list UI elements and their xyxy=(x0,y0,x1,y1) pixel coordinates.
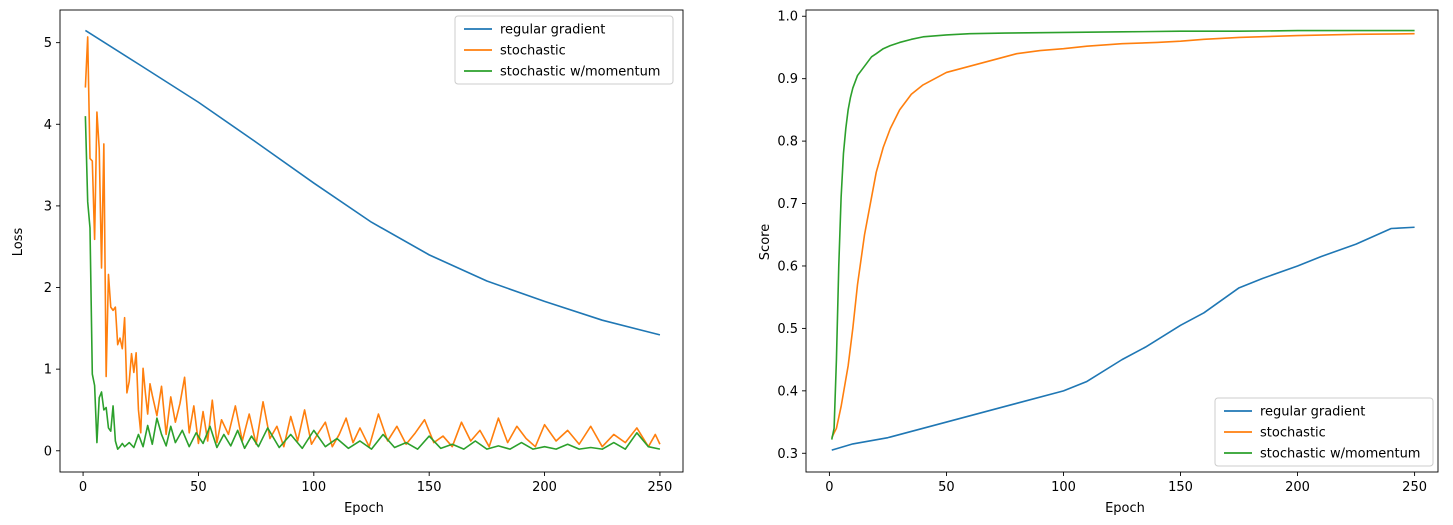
score-x-axis-label: Epoch xyxy=(1105,501,1145,516)
score-x-tick-label: 150 xyxy=(1168,480,1193,495)
score-y-axis-label: Score xyxy=(758,224,773,260)
loss-y-tick-label: 4 xyxy=(44,118,52,133)
score-legend-label: stochastic w/momentum xyxy=(1260,447,1420,462)
score-x-tick-label: 100 xyxy=(1051,480,1076,495)
score-series-line-stochastic xyxy=(831,32,1415,439)
loss-series-line-stochastic-w-momentum xyxy=(84,116,661,450)
loss-x-axis-label: Epoch xyxy=(344,501,384,516)
score-x-tick-label: 200 xyxy=(1285,480,1310,495)
loss-legend-label: stochastic w/momentum xyxy=(500,65,660,80)
score-x-tick-label: 250 xyxy=(1402,480,1427,495)
loss-series-line-stochastic xyxy=(84,36,661,448)
loss-x-tick-label: 0 xyxy=(79,480,87,495)
score-legend-box xyxy=(1214,397,1434,467)
score-x-tick-label: 0 xyxy=(825,480,833,495)
score-y-tick-label: 0.5 xyxy=(777,322,798,337)
loss-y-tick-label: 5 xyxy=(44,36,52,51)
loss-legend-label: stochastic xyxy=(500,44,566,59)
loss-x-tick-label: 200 xyxy=(532,480,557,495)
score-plot-frame xyxy=(805,9,1439,473)
loss-x-tick-label: 250 xyxy=(648,480,673,495)
loss-x-tick-label: 150 xyxy=(417,480,442,495)
score-y-tick-label: 0.6 xyxy=(777,259,798,274)
score-y-tick-label: 0.3 xyxy=(777,447,798,462)
loss-chart: Epoch Loss 0 50 100 150 200 250 0 1 2 3 4 5 regular … xyxy=(11,9,684,516)
score-y-tick-label: 0.9 xyxy=(777,72,798,87)
score-legend-label: regular gradient xyxy=(1260,405,1365,420)
score-legend-label: stochastic xyxy=(1260,426,1326,441)
loss-series-line-regular-gradient xyxy=(84,29,661,336)
loss-x-tick-label: 100 xyxy=(301,480,326,495)
loss-x-tick-label: 50 xyxy=(190,480,207,495)
loss-plot-frame xyxy=(59,9,684,473)
score-series-line-regular-gradient xyxy=(831,226,1415,451)
loss-y-tick-label: 2 xyxy=(44,281,52,296)
loss-y-tick-label: 3 xyxy=(44,199,52,214)
score-x-tick-label: 50 xyxy=(938,480,955,495)
score-chart: Epoch Score 0 50 100 150 200 250 0.3 0.4 0.5 0.6 0… xyxy=(758,9,1439,516)
score-series-line-stochastic-w-momentum xyxy=(830,29,1415,440)
loss-legend-label: regular gradient xyxy=(500,23,605,38)
score-y-tick-label: 0.8 xyxy=(777,135,798,150)
loss-legend: regular gradient stochastic stochastic w/m… xyxy=(454,15,674,85)
score-y-tick-label: 0.7 xyxy=(777,197,798,212)
loss-y-axis-label: Loss xyxy=(11,228,26,257)
score-y-tick-label: 0.4 xyxy=(777,384,798,399)
loss-y-tick-label: 0 xyxy=(44,444,52,459)
score-y-tick-label: 1.0 xyxy=(777,10,798,25)
score-legend: regular gradient stochastic stochastic w/m… xyxy=(1214,397,1434,467)
loss-y-tick-label: 1 xyxy=(44,363,52,378)
loss-legend-box xyxy=(454,15,674,85)
